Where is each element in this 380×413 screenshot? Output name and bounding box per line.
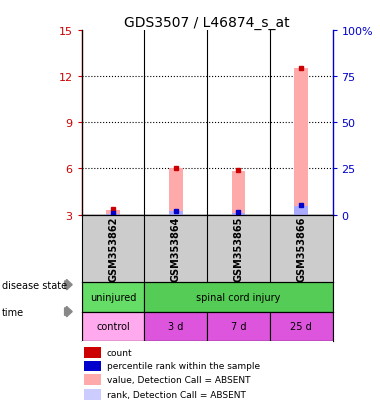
Text: count: count: [107, 348, 132, 357]
Text: value, Detection Call = ABSENT: value, Detection Call = ABSENT: [107, 375, 250, 384]
Text: GSM353862: GSM353862: [108, 216, 118, 281]
Bar: [106, 210, 120, 215]
Text: GSM353866: GSM353866: [296, 216, 306, 281]
Bar: [231, 171, 245, 215]
Bar: [84, 347, 100, 358]
Text: GSM353865: GSM353865: [233, 216, 244, 281]
Bar: [84, 361, 100, 371]
Bar: [82, 312, 144, 341]
Bar: [144, 282, 332, 312]
Bar: [207, 312, 270, 341]
Text: uninjured: uninjured: [90, 292, 136, 302]
Bar: [84, 375, 100, 385]
Bar: [231, 214, 245, 215]
Text: time: time: [2, 307, 24, 317]
Text: 3 d: 3 d: [168, 322, 184, 332]
Bar: [294, 69, 308, 215]
Bar: [84, 389, 100, 400]
Bar: [270, 312, 332, 341]
Text: disease state: disease state: [2, 280, 67, 290]
Bar: [294, 206, 308, 215]
Bar: [106, 214, 120, 215]
Text: rank, Detection Call = ABSENT: rank, Detection Call = ABSENT: [107, 389, 245, 399]
Bar: [169, 212, 183, 215]
Bar: [169, 169, 183, 215]
Text: 7 d: 7 d: [231, 322, 246, 332]
Bar: [144, 312, 207, 341]
Bar: [82, 282, 144, 312]
Text: GSM353864: GSM353864: [171, 216, 181, 281]
Title: GDS3507 / L46874_s_at: GDS3507 / L46874_s_at: [124, 16, 290, 30]
Text: spinal cord injury: spinal cord injury: [196, 292, 281, 302]
Text: 25 d: 25 d: [290, 322, 312, 332]
Text: control: control: [96, 322, 130, 332]
Text: percentile rank within the sample: percentile rank within the sample: [107, 361, 260, 370]
